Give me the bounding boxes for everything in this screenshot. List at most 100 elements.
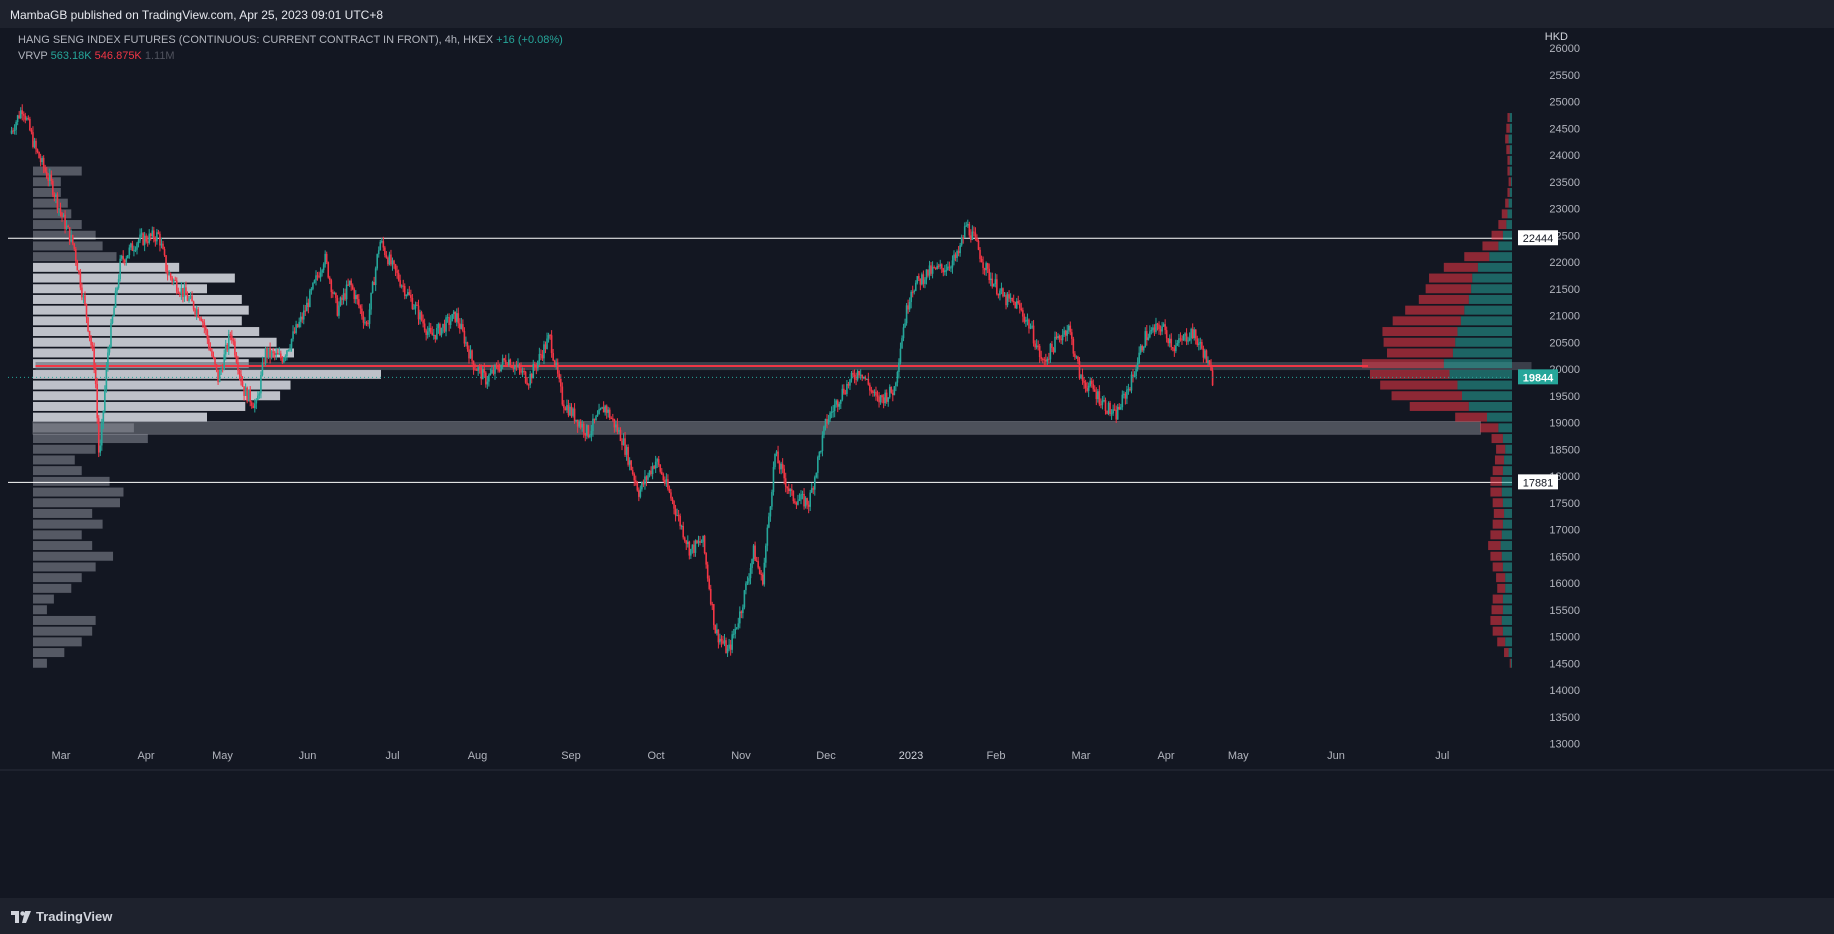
candle-body[interactable] [859,374,862,376]
candle-body[interactable] [1138,352,1140,364]
candle-body[interactable] [1207,360,1209,363]
candle-body[interactable] [459,323,461,329]
indicator-row[interactable]: VRVP 563.18K 546.875K 1.11M [18,50,563,66]
candle-body[interactable] [448,317,450,325]
candle-body[interactable] [1087,385,1090,391]
candle-body[interactable] [855,378,857,380]
candle-body[interactable] [1124,393,1127,399]
candle-body[interactable] [358,299,360,306]
candle-body[interactable] [475,369,478,371]
candle-body[interactable] [755,560,758,562]
candle-body[interactable] [1067,325,1070,331]
candle-body[interactable] [1121,394,1124,408]
candle-body[interactable] [489,373,492,375]
candle-body[interactable] [549,335,551,337]
candle-body[interactable] [419,312,421,320]
candle-body[interactable] [700,541,703,543]
candle-body[interactable] [605,405,608,413]
candle-body[interactable] [514,365,516,369]
candle-body[interactable] [833,404,836,412]
candle-body[interactable] [526,382,528,385]
candle-body[interactable] [587,425,590,438]
candle-body[interactable] [644,476,646,485]
candle-body[interactable] [134,249,137,251]
candle-body[interactable] [533,364,536,368]
candle-body[interactable] [650,470,652,475]
candle-body[interactable] [477,367,479,371]
candle-body[interactable] [1103,399,1105,401]
candle-body[interactable] [925,269,928,280]
candle-body[interactable] [313,280,316,283]
candle-body[interactable] [70,234,72,242]
candle-body[interactable] [338,305,340,316]
candle-body[interactable] [1014,301,1017,309]
candle-body[interactable] [156,232,158,242]
candle-body[interactable] [335,292,337,298]
candle-body[interactable] [494,364,496,374]
symbol-title[interactable]: HANG SENG INDEX FUTURES (CONTINUOUS: CUR… [18,34,494,46]
candle-body[interactable] [714,625,717,634]
candle-body[interactable] [62,214,65,217]
candle-body[interactable] [506,364,509,366]
candle-body[interactable] [189,295,192,299]
candle-body[interactable] [361,308,363,317]
candle-body[interactable] [723,640,726,644]
candle-body[interactable] [397,272,400,281]
candle-body[interactable] [856,371,859,380]
candle-body[interactable] [197,309,199,318]
candle-body[interactable] [717,629,720,643]
candle-body[interactable] [1198,343,1200,346]
candle-body[interactable] [231,335,233,341]
candle-body[interactable] [772,467,775,492]
candle-body[interactable] [1095,391,1098,399]
candle-body[interactable] [286,350,288,357]
candle-body[interactable] [1162,324,1165,327]
candle-body[interactable] [400,285,403,287]
candle-body[interactable] [1188,338,1191,341]
candle-body[interactable] [1008,294,1010,299]
candle-body[interactable] [154,238,157,242]
candle-body[interactable] [1170,338,1173,348]
candle-body[interactable] [474,369,476,371]
candle-body[interactable] [686,541,689,545]
candle-body[interactable] [74,248,77,261]
candle-body[interactable] [801,493,804,495]
candle-body[interactable] [93,348,95,369]
candle-body[interactable] [264,348,267,364]
candle-body[interactable] [177,291,180,294]
candle-body[interactable] [200,318,203,321]
candle-body[interactable] [1000,288,1003,291]
candle-body[interactable] [976,237,978,241]
candle-body[interactable] [280,353,282,359]
candle-body[interactable] [962,237,964,239]
candle-body[interactable] [350,280,352,286]
candle-body[interactable] [440,327,443,336]
candle-body[interactable] [1144,331,1147,348]
candle-body[interactable] [821,435,824,452]
candle-body[interactable] [1098,391,1101,405]
candle-body[interactable] [979,249,981,259]
candle-body[interactable] [1199,342,1202,344]
candle-body[interactable] [931,267,934,274]
candle-body[interactable] [690,548,692,556]
candle-body[interactable] [485,372,487,385]
candle-body[interactable] [382,241,385,248]
candle-body[interactable] [307,302,310,307]
candle-body[interactable] [948,266,951,268]
candle-body[interactable] [1071,332,1073,339]
candle-body[interactable] [1026,319,1029,321]
candle-body[interactable] [520,368,522,373]
candle-body[interactable] [87,317,89,331]
candle-body[interactable] [1179,338,1182,340]
candle-body[interactable] [1164,324,1166,331]
candle-body[interactable] [393,260,395,265]
candle-body[interactable] [442,323,444,328]
candle-body[interactable] [768,516,770,528]
candle-body[interactable] [1009,297,1012,299]
candle-body[interactable] [283,358,285,363]
price-chart[interactable]: HKD 13000 13500 14000 14500 15000 15500 16000 16… [0,28,1834,898]
candle-body[interactable] [612,418,614,420]
candle-body[interactable] [596,414,599,417]
candle-body[interactable] [229,334,232,336]
candle-body[interactable] [1074,353,1076,357]
